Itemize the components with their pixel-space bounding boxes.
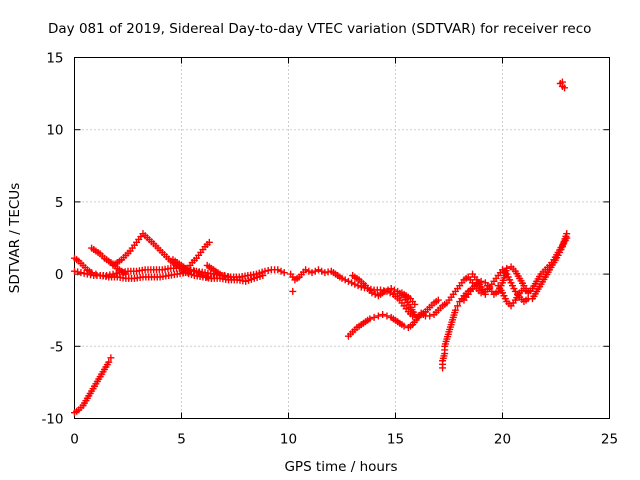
- data-point: [366, 315, 374, 323]
- data-point: [558, 78, 566, 86]
- data-point: [207, 274, 215, 282]
- data-point: [383, 312, 391, 320]
- data-point: [348, 279, 356, 287]
- plot-frame: [74, 57, 610, 419]
- data-point: [381, 287, 389, 295]
- data-point: [77, 269, 85, 277]
- data-point: [338, 274, 346, 282]
- data-point: [368, 289, 376, 297]
- y-tick-label: 10: [46, 123, 63, 139]
- data-point: [220, 272, 228, 280]
- data-point: [411, 300, 419, 308]
- x-axis-label: GPS time / hours: [284, 459, 397, 475]
- data-point: [351, 280, 359, 288]
- data-point: [261, 267, 269, 275]
- data-point: [454, 302, 462, 310]
- data-point: [321, 269, 329, 277]
- data-point: [384, 286, 392, 294]
- data-point: [451, 306, 459, 314]
- data-point: [367, 285, 375, 293]
- data-point: [354, 282, 362, 290]
- data-point: [390, 286, 398, 294]
- data-point: [314, 266, 322, 274]
- data-point: [374, 312, 382, 320]
- data-point: [280, 269, 288, 277]
- data-point: [71, 267, 78, 275]
- data-point: [434, 296, 442, 304]
- data-point: [216, 270, 224, 278]
- data-point: [199, 272, 207, 280]
- data-point: [74, 268, 82, 276]
- data-point: [289, 287, 297, 295]
- grid-lines: [74, 57, 610, 419]
- data-point: [305, 267, 313, 275]
- x-tick-label: 5: [177, 432, 186, 448]
- data-point: [205, 238, 213, 246]
- data-point: [561, 84, 569, 92]
- data-point: [105, 358, 113, 366]
- data-point: [87, 271, 95, 279]
- y-tick-label: 15: [46, 51, 63, 67]
- data-point: [107, 354, 115, 362]
- data-point: [318, 267, 326, 275]
- data-point: [259, 272, 267, 280]
- data-point: [122, 270, 130, 278]
- data-points: [71, 78, 571, 417]
- data-point: [264, 266, 272, 274]
- data-point: [426, 312, 434, 320]
- y-axis-label: SDTVAR / TECUs: [7, 183, 23, 293]
- data-point: [400, 322, 408, 330]
- data-point: [503, 264, 511, 272]
- data-point: [277, 267, 285, 275]
- data-point: [80, 269, 88, 277]
- data-point: [311, 267, 319, 275]
- data-point: [563, 230, 571, 238]
- data-point: [341, 276, 349, 284]
- axis-ticks: 0 5 10 15 20 25 -10 -5 0 5 10 15: [41, 51, 618, 448]
- data-point: [302, 266, 310, 274]
- y-tick-label: -10: [41, 412, 63, 428]
- data-point: [203, 273, 211, 281]
- chart-title: Day 081 of 2019, Sidereal Day-to-day VTE…: [48, 21, 591, 37]
- data-point: [83, 270, 91, 278]
- data-point: [379, 311, 387, 319]
- x-tick-label: 0: [70, 432, 79, 448]
- data-point: [370, 313, 378, 321]
- data-point: [324, 268, 332, 276]
- data-point: [308, 269, 316, 277]
- data-point: [481, 290, 489, 298]
- y-tick-label: 5: [55, 195, 64, 211]
- x-tick-label: 10: [280, 432, 297, 448]
- data-point: [190, 267, 198, 275]
- data-point: [112, 269, 120, 277]
- data-point: [274, 266, 282, 274]
- y-tick-label: -5: [50, 339, 63, 355]
- data-point: [344, 277, 352, 285]
- data-point: [387, 285, 395, 293]
- x-tick-label: 25: [601, 432, 618, 448]
- y-tick-label: 0: [55, 267, 64, 283]
- x-tick-label: 15: [387, 432, 404, 448]
- data-point: [225, 273, 233, 281]
- x-tick-label: 20: [494, 432, 511, 448]
